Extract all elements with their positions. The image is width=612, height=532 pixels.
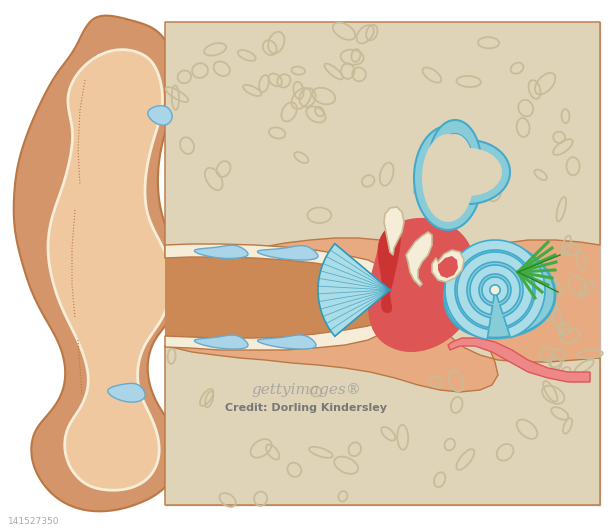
Polygon shape [148,106,172,125]
Bar [165,22,600,505]
Polygon shape [445,240,545,339]
Polygon shape [165,310,600,505]
Polygon shape [429,120,480,204]
Polygon shape [318,244,390,336]
Polygon shape [444,242,555,338]
Polygon shape [434,148,502,196]
Polygon shape [384,207,404,255]
Polygon shape [438,134,472,190]
Polygon shape [165,300,395,350]
Polygon shape [165,22,600,505]
Polygon shape [438,256,458,278]
Polygon shape [195,335,248,349]
Polygon shape [368,218,478,352]
Polygon shape [426,140,510,204]
Polygon shape [378,228,400,312]
Polygon shape [165,22,600,288]
Polygon shape [457,252,533,328]
Polygon shape [490,285,500,295]
Polygon shape [406,232,432,286]
Polygon shape [470,265,520,315]
Polygon shape [195,245,248,259]
Text: 141527350: 141527350 [8,518,59,527]
Text: Credit: Dorling Kindersley: Credit: Dorling Kindersley [225,403,387,413]
Polygon shape [258,246,318,260]
Polygon shape [13,15,182,511]
Polygon shape [414,126,482,230]
Polygon shape [108,384,145,402]
Polygon shape [482,277,508,303]
Polygon shape [48,49,172,490]
Polygon shape [258,335,316,349]
Polygon shape [165,244,395,290]
Polygon shape [432,250,464,282]
Polygon shape [448,338,590,382]
Polygon shape [165,257,395,338]
Polygon shape [422,134,474,222]
Text: gettyimages®: gettyimages® [251,383,361,397]
